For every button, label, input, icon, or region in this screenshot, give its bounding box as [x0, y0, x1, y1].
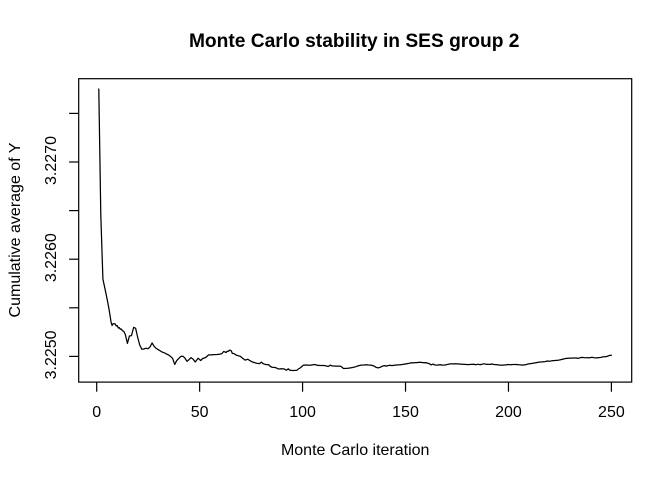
svg-text:Cumulative average of Y: Cumulative average of Y — [7, 142, 24, 317]
svg-text:250: 250 — [598, 404, 625, 421]
svg-text:3.2260: 3.2260 — [43, 233, 60, 282]
svg-text:100: 100 — [289, 404, 316, 421]
svg-text:150: 150 — [392, 404, 419, 421]
svg-text:Monte Carlo stability in SES g: Monte Carlo stability in SES group 2 — [189, 31, 520, 52]
svg-text:200: 200 — [495, 404, 522, 421]
svg-text:3.2250: 3.2250 — [43, 330, 60, 379]
svg-text:0: 0 — [92, 404, 101, 421]
svg-text:50: 50 — [191, 404, 209, 421]
svg-text:Monte Carlo iteration: Monte Carlo iteration — [281, 442, 430, 459]
svg-text:3.2270: 3.2270 — [43, 136, 60, 185]
